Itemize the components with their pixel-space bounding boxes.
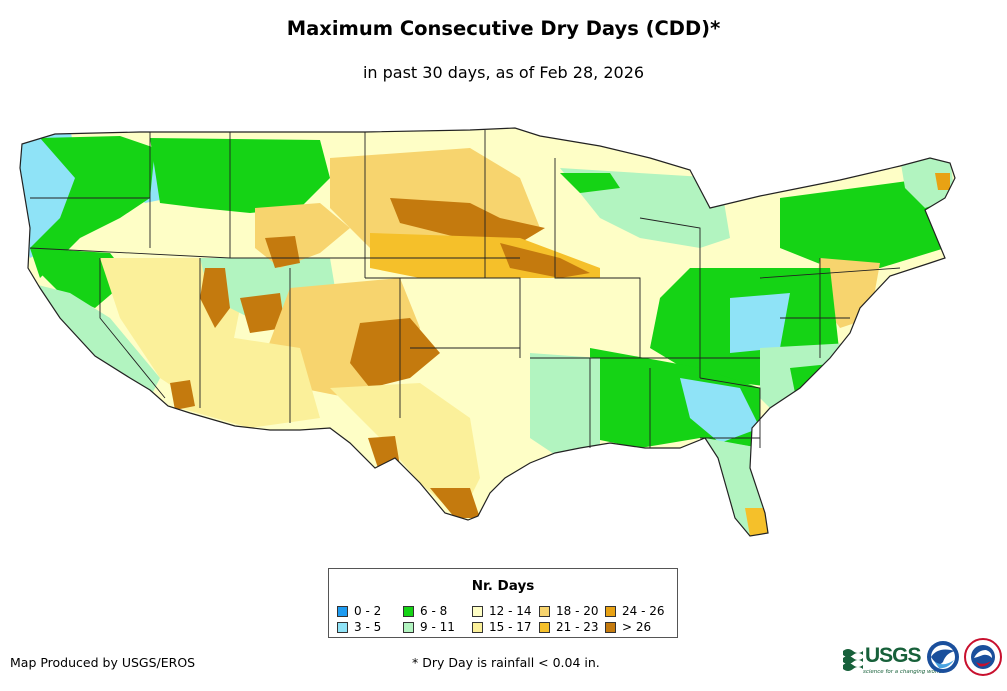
noaa-logo-icon: [927, 641, 959, 673]
legend-title: Nr. Days: [471, 578, 535, 594]
legend-item-6-8: 6 - 8: [403, 604, 447, 618]
legend-label: 0 - 2: [354, 604, 382, 618]
credit-text: Map Produced by USGS/EROS: [10, 655, 196, 670]
legend-label: 12 - 14: [489, 604, 532, 618]
legend-item-24-26: 24 - 26: [605, 604, 665, 618]
legend-swatch: [472, 606, 483, 617]
legend-label: 24 - 26: [622, 604, 665, 618]
legend-item-9-11: 9 - 11: [403, 620, 455, 634]
usgs-wordmark: USGS: [865, 644, 922, 667]
legend-swatch: [539, 622, 550, 633]
legend: Nr. Days 0 - 2 3 - 5 6 - 8 9 - 11 12 - 1…: [328, 568, 678, 638]
legend-label: > 26: [622, 620, 652, 634]
legend-item-12-14: 12 - 14: [472, 604, 532, 618]
cdd-zones: [20, 128, 955, 536]
legend-swatch: [605, 606, 616, 617]
legend-item-21-23: 21 - 23: [539, 620, 599, 634]
usgs-wave-icon: [843, 649, 863, 671]
legend-label: 9 - 11: [420, 620, 455, 634]
legend-item-3-5: 3 - 5: [337, 620, 381, 634]
legend-swatch: [337, 606, 348, 617]
legend-item-0-2: 0 - 2: [337, 604, 381, 618]
state-boundaries: [19, 127, 956, 537]
legend-label: 15 - 17: [489, 620, 532, 634]
legend-swatch: [472, 622, 483, 633]
legend-item-18-20: 18 - 20: [539, 604, 599, 618]
usgs-tagline: science for a changing world: [863, 669, 943, 675]
cdd-map: [0, 118, 1007, 548]
legend-label: 6 - 8: [420, 604, 448, 618]
legend-item-15-17: 15 - 17: [472, 620, 532, 634]
legend-swatch: [403, 622, 414, 633]
agency-logos: USGS science for a changing world: [840, 636, 1005, 680]
legend-swatch: [403, 606, 414, 617]
legend-label: 21 - 23: [556, 620, 599, 634]
usgs-logo: USGS science for a changing world: [843, 642, 942, 675]
us-map-svg: [19, 127, 956, 537]
nws-logo-icon: [964, 638, 1002, 676]
legend-swatch: [337, 622, 348, 633]
footnote-text: * Dry Day is rainfall < 0.04 in.: [412, 655, 600, 670]
page-title: Maximum Consecutive Dry Days (CDD)*: [286, 17, 721, 40]
legend-swatch: [539, 606, 550, 617]
legend-item-gt-26: > 26: [605, 620, 651, 634]
page-subtitle: in past 30 days, as of Feb 28, 2026: [362, 63, 645, 82]
legend-label: 3 - 5: [354, 620, 382, 634]
legend-label: 18 - 20: [556, 604, 599, 618]
legend-swatch: [605, 622, 616, 633]
